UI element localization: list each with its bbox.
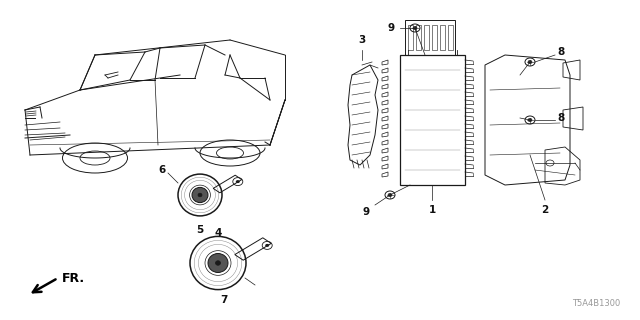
Text: T5A4B1300: T5A4B1300 xyxy=(572,299,620,308)
Text: 4: 4 xyxy=(214,228,221,238)
Text: 9: 9 xyxy=(363,207,370,217)
Text: 8: 8 xyxy=(557,47,564,57)
Ellipse shape xyxy=(388,193,392,196)
Ellipse shape xyxy=(413,26,417,30)
Ellipse shape xyxy=(216,261,221,265)
Ellipse shape xyxy=(208,253,228,273)
Text: 2: 2 xyxy=(541,205,548,215)
Ellipse shape xyxy=(198,193,202,197)
Text: 6: 6 xyxy=(159,165,166,175)
Text: 8: 8 xyxy=(557,113,564,123)
Ellipse shape xyxy=(236,180,240,183)
Ellipse shape xyxy=(528,60,532,64)
Text: FR.: FR. xyxy=(62,271,85,284)
Text: 7: 7 xyxy=(220,295,227,305)
Ellipse shape xyxy=(528,118,532,122)
Text: 1: 1 xyxy=(428,205,436,215)
Ellipse shape xyxy=(192,188,208,203)
Text: 3: 3 xyxy=(358,35,365,45)
Text: 9: 9 xyxy=(388,23,395,33)
Ellipse shape xyxy=(265,244,269,247)
Text: 5: 5 xyxy=(196,225,204,235)
